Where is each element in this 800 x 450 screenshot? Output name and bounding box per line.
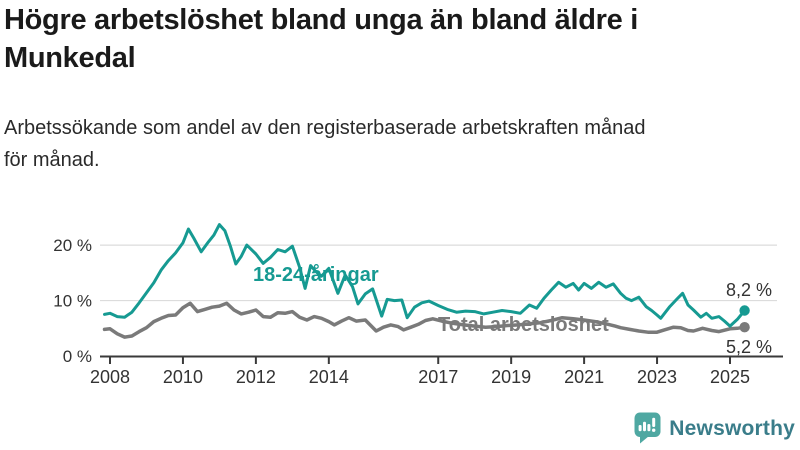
x-axis-label: 2021 [564,367,604,387]
series-end-value-youth-18-24: 8,2 % [726,280,772,300]
y-axis-label: 20 % [53,236,92,255]
page-title: Högre arbetslöshet bland unga än bland ä… [4,2,784,77]
y-axis-label: 10 % [53,292,92,311]
x-axis-label: 2017 [418,367,458,387]
newsworthy-logo[interactable]: Newsworthy [634,412,795,445]
series-endpoint-dot-total [739,322,750,333]
newsworthy-speech-bubble-chart-icon [634,412,661,444]
newsworthy-wordmark: Newsworthy [669,416,795,440]
series-label-youth-18-24: 18-24-åringar [253,263,379,286]
x-axis-label: 2019 [491,367,531,387]
x-axis-label: 2012 [236,367,276,387]
series-line-youth-18-24 [103,223,747,328]
x-axis-label: 2025 [710,367,750,387]
y-axis-label: 0 % [63,347,92,366]
series-line-total [102,301,747,339]
page-subtitle-line1: Arbetssökande som andel av den registerb… [4,117,646,139]
page-title-line1: Högre arbetslöshet bland unga än bland ä… [4,4,638,36]
x-axis-label: 2023 [637,367,677,387]
x-axis-label: 2014 [309,367,349,387]
series-endpoint-dot-youth-18-24 [739,305,750,316]
page-subtitle: Arbetssökande som andel av den registerb… [4,112,784,176]
page-title-line2: Munkedal [4,41,136,74]
series-end-value-total: 5,2 % [726,337,772,357]
page-subtitle-line2: för månad. [4,149,100,171]
series-label-total: Total arbetslöshet [438,314,609,336]
x-axis-label: 2010 [163,367,203,387]
x-axis-label: 2008 [90,367,130,387]
